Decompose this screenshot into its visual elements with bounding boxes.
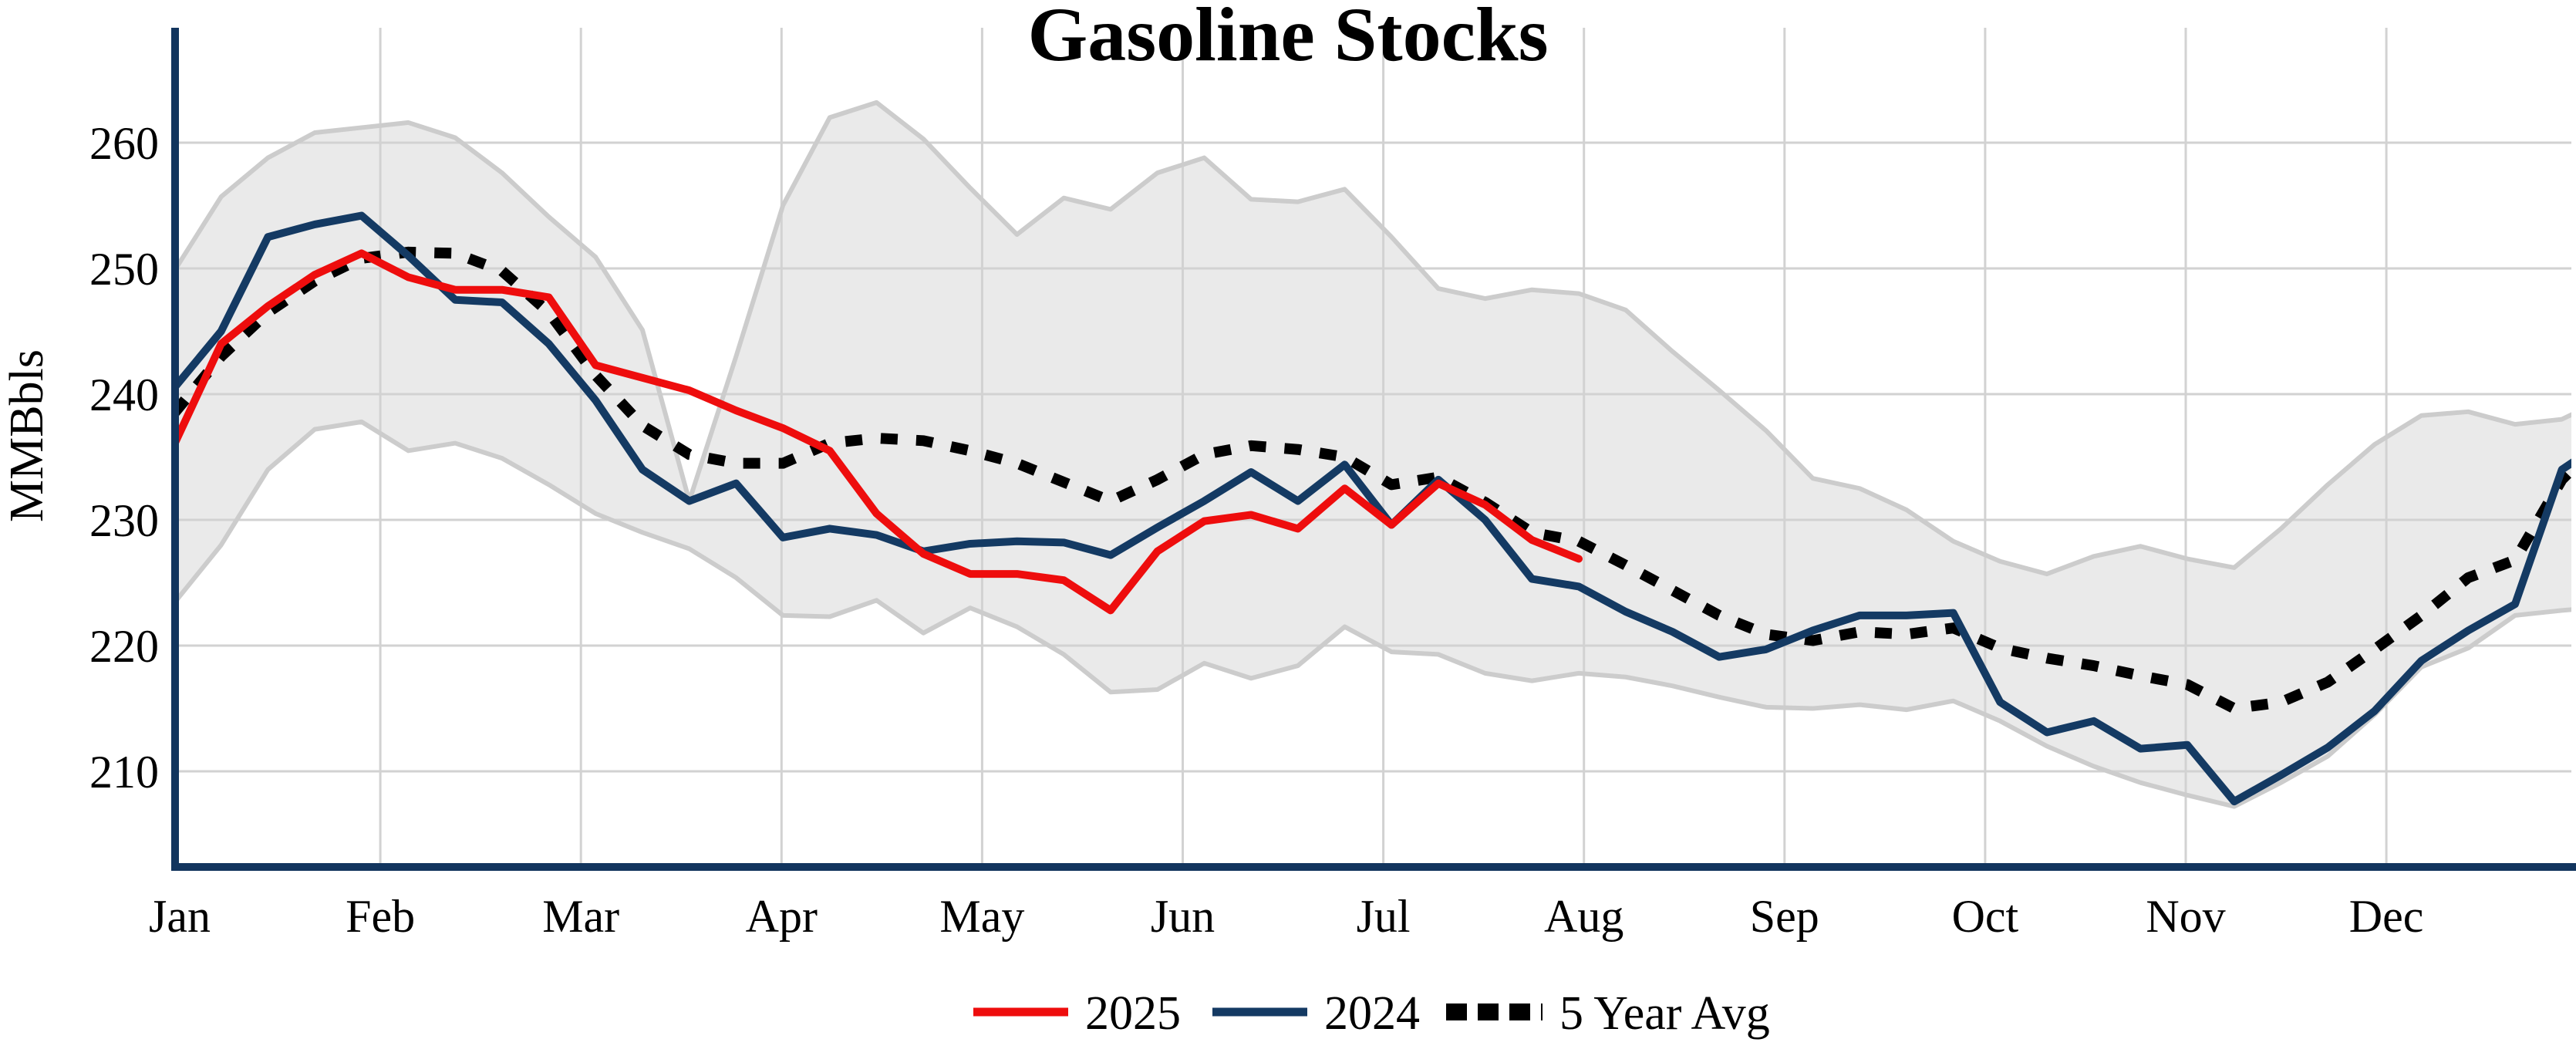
five-year-range-band — [174, 102, 2571, 807]
x-tick-label-oct: Oct — [1952, 891, 2019, 942]
x-tick-label-jun: Jun — [1151, 891, 1215, 942]
legend: 2025 2024 5 Year Avg — [973, 987, 1770, 1040]
legend-item-2024: 2024 — [1212, 987, 1420, 1040]
legend-item-2025: 2025 — [973, 987, 1181, 1040]
x-tick-label-mar: Mar — [542, 891, 619, 942]
five-year-range-fill — [174, 102, 2571, 807]
x-tick-label-may: May — [939, 891, 1024, 942]
y-tick-label-250: 250 — [89, 244, 159, 295]
y-tick-label-260: 260 — [89, 118, 159, 169]
five-year-range-outline — [174, 100, 2571, 809]
legend-label-5-year-avg: 5 Year Avg — [1559, 987, 1770, 1040]
x-tick-label-aug: Aug — [1544, 891, 1623, 942]
x-tick-label-sep: Sep — [1750, 891, 1819, 942]
series-2025-line — [174, 249, 1583, 615]
legend-label-2025: 2025 — [1085, 987, 1181, 1040]
y-tick-label-240: 240 — [89, 369, 159, 420]
y-axis-spine — [171, 28, 179, 870]
y-tick-label-210: 210 — [89, 747, 159, 798]
series-lines — [174, 211, 2571, 806]
legend-item-5-year-avg: 5 Year Avg — [1446, 987, 1770, 1040]
x-tick-label-dec: Dec — [2349, 891, 2424, 942]
x-tick-label-nov: Nov — [2146, 891, 2225, 942]
y-tick-label-230: 230 — [89, 495, 159, 546]
legend-label-2024: 2024 — [1324, 987, 1420, 1040]
five-year-range-band-edge — [174, 100, 2571, 809]
chart-title: Gasoline Stocks — [1027, 0, 1548, 77]
series-5-year-avg-line — [174, 246, 2571, 714]
x-tick-label-apr: Apr — [746, 891, 818, 942]
x-tick-label-jul: Jul — [1357, 891, 1411, 942]
x-tick-label-jan: Jan — [149, 891, 211, 942]
x-tick-labels: Jan Feb Mar Apr May Jun Jul Aug Sep Oct Nov Dec — [149, 891, 2423, 942]
y-tick-label-220: 220 — [89, 621, 159, 672]
x-tick-label-feb: Feb — [346, 891, 415, 942]
x-axis-spine — [171, 863, 2576, 871]
y-tick-labels: 210 220 230 240 250 260 — [89, 118, 159, 798]
y-axis-label: MMBbls — [1, 349, 53, 522]
